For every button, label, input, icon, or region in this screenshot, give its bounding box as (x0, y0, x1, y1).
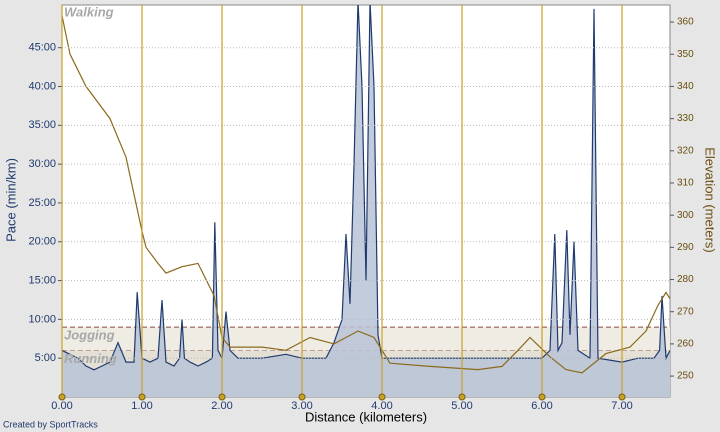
y2-tick-label: 280 (677, 274, 694, 285)
y-tick-label: 35:00 (28, 119, 56, 131)
y2-tick-label: 320 (677, 145, 694, 156)
x-tick-marker (378, 393, 386, 401)
y2-tick-label: 310 (677, 178, 694, 189)
zone-label: Jogging (64, 328, 115, 343)
y-tick-label: 20:00 (28, 236, 56, 248)
x-axis-title: Distance (kilometers) (305, 409, 427, 424)
y2-tick-label: 270 (677, 306, 694, 317)
y-tick-label: 15:00 (28, 274, 56, 286)
y2-tick-label: 340 (677, 81, 694, 92)
x-tick-marker (458, 393, 466, 401)
y-tick-label: 10:00 (28, 313, 56, 325)
y2-tick-label: 290 (677, 242, 694, 253)
footer: Created by SportTracks (3, 419, 98, 429)
zone-label: Walking (64, 4, 114, 19)
x-tick-label: 2.00 (211, 400, 232, 412)
x-tick-marker (138, 393, 146, 401)
y-tick-label: 5:00 (35, 352, 56, 364)
x-tick-marker (618, 393, 626, 401)
pace-line (62, 5, 670, 371)
y2-tick-label: 330 (677, 113, 694, 124)
x-tick-label: 5.00 (451, 400, 472, 412)
x-tick-label: 3.00 (291, 400, 312, 412)
y2-tick-label: 360 (677, 17, 694, 28)
y2-tick-label: 300 (677, 210, 694, 221)
x-tick-marker (538, 393, 546, 401)
y-tick-label: 40:00 (28, 80, 56, 92)
x-tick-label: 0.00 (51, 400, 72, 412)
x-tick-label: 6.00 (531, 400, 552, 412)
x-tick-marker (58, 393, 66, 401)
x-tick-marker (218, 393, 226, 401)
y2-tick-label: 260 (677, 339, 694, 350)
y-axis-title: Pace (min/km) (3, 158, 18, 242)
y-tick-label: 45:00 (28, 42, 56, 54)
y-tick-label: 25:00 (28, 197, 56, 209)
elevation-line (62, 15, 670, 374)
zone-label: Running (64, 351, 117, 366)
y2-tick-label: 250 (677, 371, 694, 382)
x-tick-label: 7.00 (611, 400, 632, 412)
y-tick-label: 30:00 (28, 158, 56, 170)
y2-tick-label: 350 (677, 49, 694, 60)
x-tick-label: 1.00 (131, 400, 152, 412)
x-tick-marker (298, 393, 306, 401)
y2-axis-title: Elevation (meters) (703, 147, 718, 252)
x-tick-label: 4.00 (371, 400, 392, 412)
